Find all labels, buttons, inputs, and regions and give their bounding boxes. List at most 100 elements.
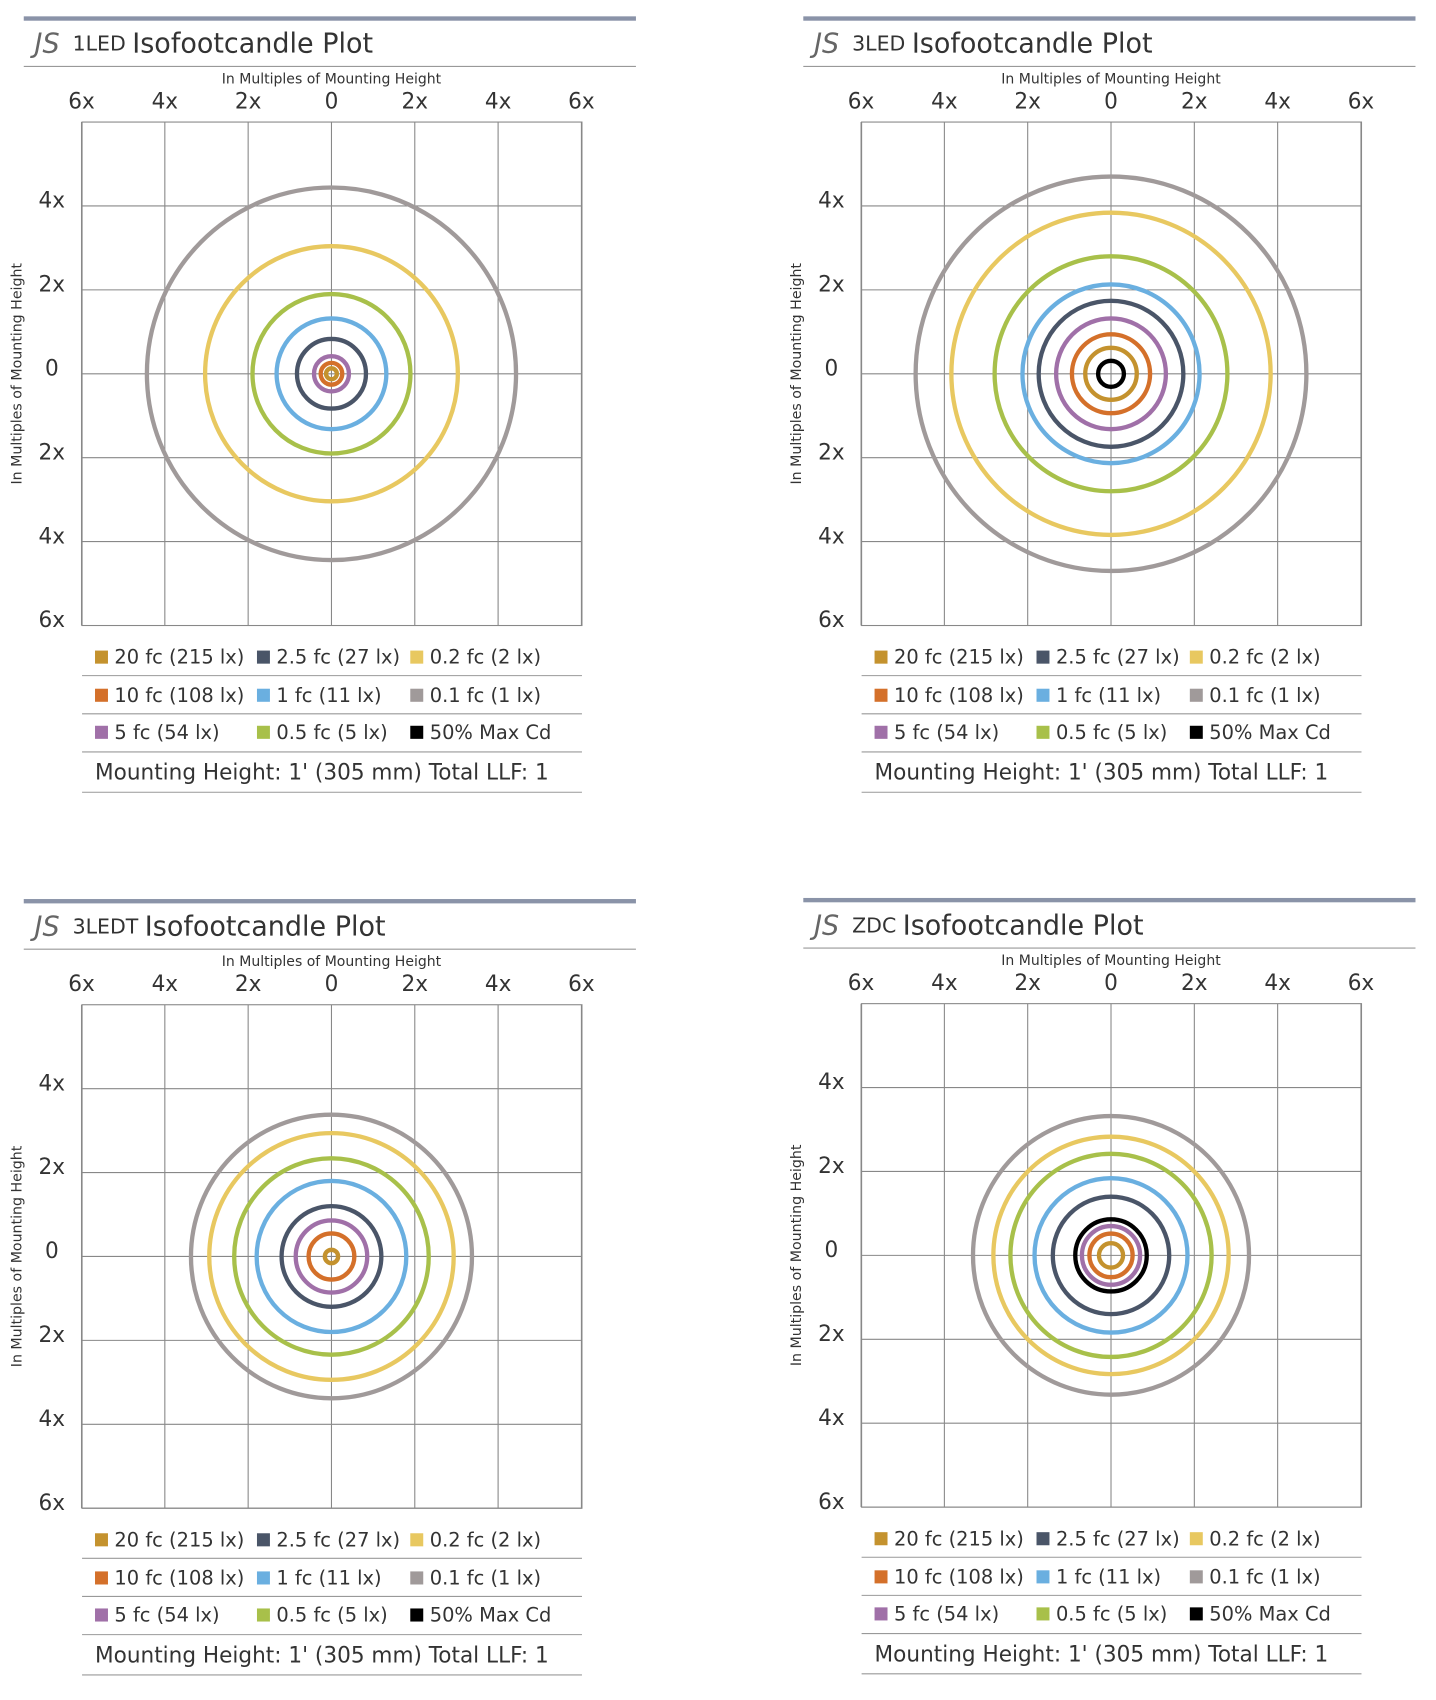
contour — [1096, 1241, 1126, 1270]
legend-label: 0.2 fc (2 lx) — [1209, 646, 1320, 669]
legend-label: 0.5 fc (5 lx) — [276, 1604, 387, 1627]
legend-swatch — [256, 1533, 270, 1547]
panel-title: JS 3LEDT Isofootcandle Plot — [30, 911, 386, 942]
x-axis-title: In Multiples of Mounting Height — [222, 954, 442, 970]
panel: JS ZDC Isofootcandle Plot In Multiples of M… — [789, 897, 1416, 1675]
legend-label: 10 fc (108 lx) — [114, 1566, 244, 1589]
y-tick-label: 6x — [39, 608, 66, 633]
legend-swatch — [95, 650, 108, 664]
legend-label: 0.1 fc (1 lx) — [430, 684, 541, 707]
x-tick-label: 4x — [152, 972, 179, 997]
legend-swatch — [1036, 1607, 1050, 1621]
legend-label: 0.5 fc (5 lx) — [1056, 721, 1167, 744]
legend-label: 50% Max Cd — [1209, 1602, 1331, 1625]
brand: JS — [809, 28, 839, 59]
legend-label: 5 fc (54 lx) — [114, 1604, 219, 1627]
legend-swatch — [256, 725, 270, 739]
x-axis-title: In Multiples of Mounting Height — [1001, 953, 1221, 969]
x-tick-label: 0 — [325, 89, 339, 114]
legend-swatch — [256, 1608, 270, 1622]
x-tick-label: 6x — [568, 972, 595, 997]
y-tick-label: 0 — [824, 356, 838, 381]
footer: Mounting Height: 1' (305 mm) Total LLF: … — [95, 1643, 549, 1668]
footer: Mounting Height: 1' (305 mm) Total LLF: … — [875, 761, 1329, 786]
legend-swatch — [410, 725, 424, 739]
x-tick-label: 6x — [68, 972, 95, 997]
legend-label: 50% Max Cd — [430, 721, 552, 744]
contour — [274, 316, 389, 432]
legend-label: 20 fc (215 lx) — [894, 646, 1024, 669]
legend-label: 20 fc (215 lx) — [114, 1528, 244, 1551]
contour — [294, 336, 369, 411]
y-tick-label: 4x — [818, 524, 845, 549]
legend-label: 0.2 fc (2 lx) — [1209, 1527, 1320, 1550]
model: ZDC — [852, 913, 896, 937]
legend-swatch — [1036, 725, 1050, 739]
contour — [202, 244, 460, 504]
contour — [318, 360, 345, 387]
contour — [1079, 1223, 1143, 1287]
legend-swatch — [410, 1533, 424, 1547]
legend-swatch — [1036, 688, 1050, 702]
x-tick-label: 6x — [1348, 971, 1375, 996]
top-rule — [803, 16, 1416, 21]
y-tick-label: 2x — [818, 272, 845, 297]
legend-swatch — [1036, 1532, 1050, 1546]
contour — [1073, 1217, 1149, 1294]
y-tick-label: 4x — [818, 1070, 845, 1095]
top-rule — [23, 16, 636, 21]
contour — [913, 174, 1309, 574]
x-axis-title: In Multiples of Mounting Height — [222, 72, 442, 88]
contour — [1032, 1176, 1190, 1335]
contour — [306, 1231, 357, 1282]
x-tick-label: 6x — [848, 971, 875, 996]
top-rule — [23, 899, 636, 904]
legend-swatch — [256, 650, 270, 664]
y-axis-title: In Multiples of Mounting Height — [789, 1144, 805, 1366]
x-tick-label: 6x — [1348, 89, 1375, 114]
model: 1LED — [73, 32, 126, 56]
y-tick-label: 0 — [45, 356, 59, 381]
contour — [1008, 1151, 1214, 1360]
y-tick-label: 2x — [818, 1154, 845, 1179]
y-tick-label: 4x — [39, 524, 66, 549]
legend-label: 10 fc (108 lx) — [894, 1565, 1024, 1588]
legend-swatch — [410, 650, 424, 664]
legend-label: 2.5 fc (27 lx) — [1056, 1527, 1180, 1550]
legend-swatch — [1189, 725, 1203, 739]
y-axis-title: In Multiples of Mounting Height — [9, 1145, 25, 1367]
title-text: Isofootcandle Plot — [132, 28, 373, 59]
legend-swatch — [1189, 1532, 1203, 1546]
x-tick-label: 4x — [1264, 971, 1291, 996]
legend-label: 0.1 fc (1 lx) — [1209, 1565, 1320, 1588]
legend-label: 2.5 fc (27 lx) — [276, 1528, 400, 1551]
legend-label: 0.2 fc (2 lx) — [430, 646, 541, 669]
contour — [949, 210, 1273, 538]
legend-label: 50% Max Cd — [1209, 721, 1331, 744]
panel-title: JS 1LED Isofootcandle Plot — [30, 28, 373, 59]
legend-swatch — [95, 1533, 108, 1547]
legend-label: 1 fc (11 lx) — [1056, 684, 1161, 707]
x-tick-label: 6x — [68, 89, 95, 114]
x-tick-label: 4x — [1264, 89, 1291, 114]
panel-title: JS ZDC Isofootcandle Plot — [809, 910, 1143, 941]
legend-swatch — [95, 688, 108, 702]
x-tick-label: 2x — [1014, 971, 1041, 996]
title-text: Isofootcandle Plot — [903, 910, 1144, 941]
x-tick-label: 4x — [485, 89, 512, 114]
brand: JS — [30, 911, 60, 942]
legend-label: 2.5 fc (27 lx) — [276, 646, 400, 669]
legend-label: 1 fc (11 lx) — [1056, 1565, 1161, 1588]
x-tick-label: 2x — [235, 89, 262, 114]
contour — [279, 1203, 384, 1309]
brand: JS — [30, 28, 60, 59]
x-tick-label: 6x — [848, 89, 875, 114]
footer: Mounting Height: 1' (305 mm) Total LLF: … — [95, 761, 549, 786]
legend-label: 0.1 fc (1 lx) — [1209, 684, 1320, 707]
y-tick-label: 4x — [39, 1407, 66, 1432]
panel: JS 3LEDT Isofootcandle Plot In Multiples of… — [9, 899, 636, 1676]
x-tick-label: 2x — [402, 972, 429, 997]
legend-swatch — [1189, 650, 1203, 664]
footer: Mounting Height: 1' (305 mm) Total LLF: … — [875, 1642, 1329, 1667]
x-tick-label: 6x — [568, 89, 595, 114]
